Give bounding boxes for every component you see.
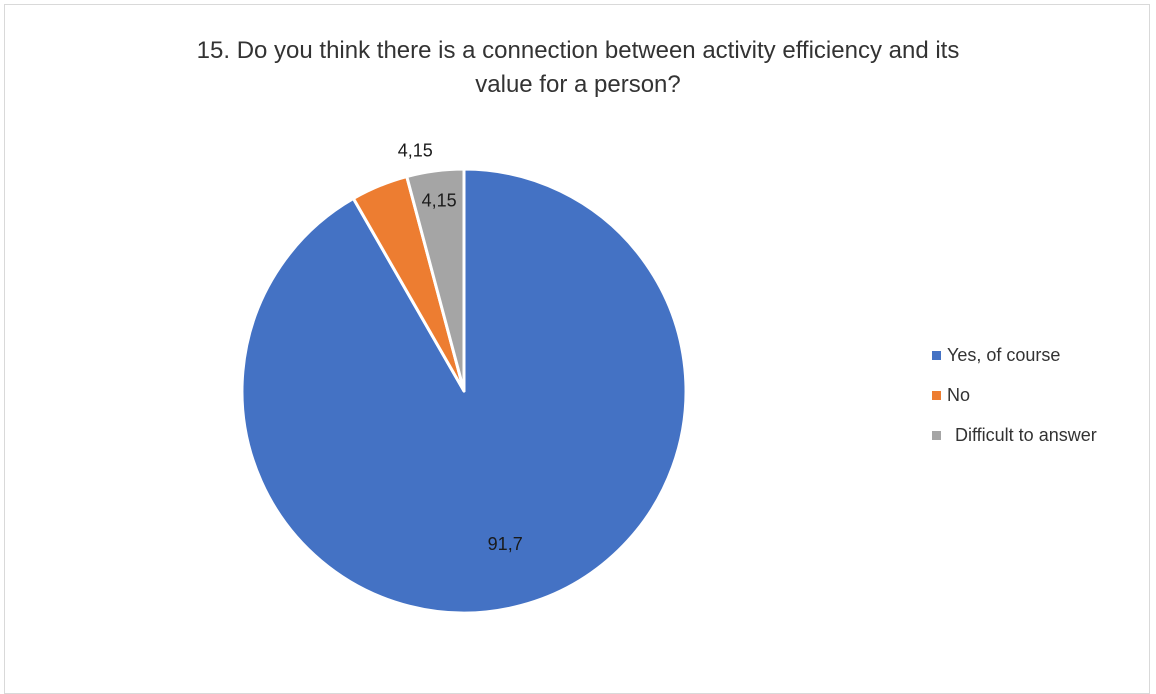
pie-slices (240, 167, 688, 615)
pie-data-labels: 91,7 4,15 4,15 (398, 140, 523, 554)
legend-label-difficult: Difficult to answer (955, 424, 1097, 445)
legend-item-yes: Yes, of course (932, 341, 1097, 369)
legend-label-yes: Yes, of course (947, 344, 1061, 365)
chart-title: 15. Do you think there is a connection b… (0, 34, 1156, 102)
legend-swatch-difficult (932, 430, 941, 440)
legend-swatch-no (932, 390, 941, 400)
data-label-yes: 91,7 (488, 534, 523, 554)
pie-chart: 91,7 4,15 4,15 (240, 140, 688, 615)
data-label-difficult: 4,15 (422, 190, 457, 210)
legend-swatch-yes (932, 350, 941, 360)
slice-difficult (405, 167, 466, 393)
data-label-no: 4,15 (398, 140, 433, 160)
legend-item-no: No (932, 381, 1097, 409)
chart-title-text: 15. Do you think there is a connection b… (196, 37, 960, 98)
legend: Yes, of course No Difficult to answer (932, 341, 1097, 461)
legend-label-no: No (947, 384, 971, 405)
legend-item-difficult: Difficult to answer (932, 421, 1097, 449)
